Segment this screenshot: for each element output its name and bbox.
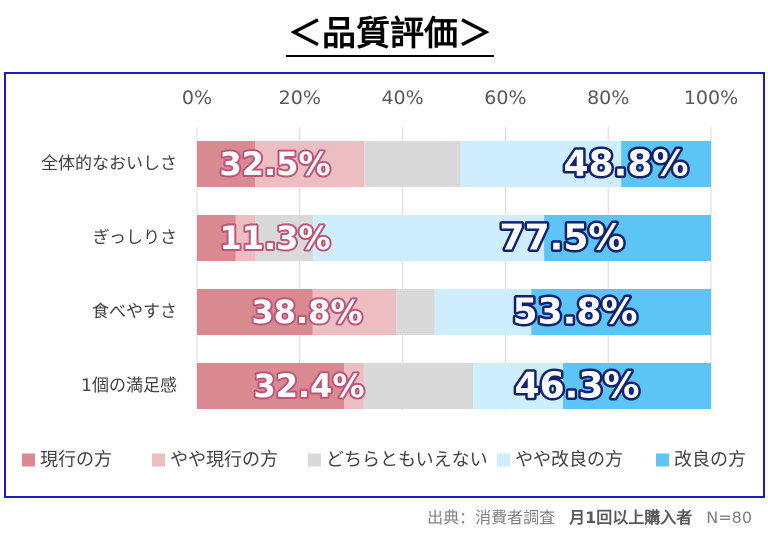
legend-label: 改良の方	[674, 450, 746, 471]
improved-total-label: 53.8%	[513, 292, 638, 333]
bar-segment	[363, 363, 474, 409]
bar-segment	[460, 141, 622, 187]
x-tick-label: 0%	[182, 87, 212, 109]
legend-label: 現行の方	[40, 450, 112, 471]
bar-segment	[197, 289, 313, 335]
legend: 現行の方 やや現行の方 どちらともいえない やや改良の方 改良の方	[22, 450, 746, 471]
legend-label: どちらともいえない	[326, 450, 488, 471]
improved-total-label: 48.8%	[564, 144, 689, 185]
sample-text: 月1回以上購入者	[569, 508, 693, 527]
sample-size-text: N=80	[706, 508, 752, 527]
category-label: 全体的なおいしさ	[41, 154, 177, 174]
bar-segment	[473, 363, 563, 409]
bar-segment	[254, 141, 365, 187]
current-total-label: 38.8%	[251, 293, 362, 331]
legend-swatch	[22, 453, 35, 467]
x-tick-label: 60%	[484, 87, 526, 109]
bar-row	[197, 215, 711, 261]
legend-item: 現行の方	[22, 450, 112, 471]
x-axis-tick-labels: 0% 20% 40% 60% 80% 100%	[182, 87, 738, 109]
legend-swatch	[497, 453, 510, 467]
legend-swatch	[308, 453, 321, 467]
legend-label: やや現行の方	[170, 450, 278, 471]
category-label: ぎっしりさ	[93, 228, 177, 248]
bar-segment	[364, 141, 461, 187]
bar-row	[197, 289, 711, 335]
title-container: ＜品質評価＞	[0, 14, 768, 57]
bars	[197, 141, 711, 409]
chart-frame	[4, 72, 765, 498]
bar-segment	[235, 215, 256, 261]
current-total-label: 11.3%	[219, 219, 330, 257]
bar-segment	[344, 363, 364, 409]
bar-segment	[197, 363, 345, 409]
current-total-label: 32.5%	[219, 145, 330, 183]
bar-segment	[313, 215, 545, 261]
bar-segment	[621, 141, 711, 187]
bar-segment	[197, 215, 236, 261]
category-label: 食べやすさ	[92, 302, 177, 322]
bar-row	[197, 363, 711, 409]
category-label: 1個の満足感	[81, 376, 177, 396]
legend-swatch	[656, 453, 669, 467]
x-tick-label: 100%	[684, 87, 738, 109]
source-text: 出典：消費者調査	[427, 508, 556, 527]
total-labels: 32.5% 48.8% 11.3% 77.5% 38.8% 53.8% 32.4% 46.3%	[217, 141, 690, 409]
legend-item: 改良の方	[656, 450, 746, 471]
bar-segment	[312, 289, 397, 335]
bar-segment	[562, 363, 711, 409]
bar-segment	[531, 289, 711, 335]
bar-segment	[434, 289, 532, 335]
bar-segment	[396, 289, 435, 335]
legend-item: どちらともいえない	[308, 450, 488, 471]
improved-total-label: 46.3%	[515, 366, 640, 407]
bar-segment	[544, 215, 711, 261]
improved-total-label: 77.5%	[500, 218, 625, 259]
x-tick-label: 20%	[279, 87, 321, 109]
legend-label: やや改良の方	[515, 450, 623, 471]
bar-segment	[255, 215, 314, 261]
legend-swatch	[152, 453, 165, 467]
bar-row	[197, 141, 711, 187]
legend-item: やや現行の方	[152, 450, 278, 471]
current-total-label: 32.4%	[253, 367, 364, 405]
chart-title: ＜品質評価＞	[286, 14, 494, 57]
legend-item: やや改良の方	[497, 450, 623, 471]
x-tick-label: 80%	[587, 87, 629, 109]
source-note: 出典：消費者調査 月1回以上購入者 N=80	[427, 508, 752, 528]
bar-segment	[197, 141, 255, 187]
x-tick-label: 40%	[381, 87, 423, 109]
